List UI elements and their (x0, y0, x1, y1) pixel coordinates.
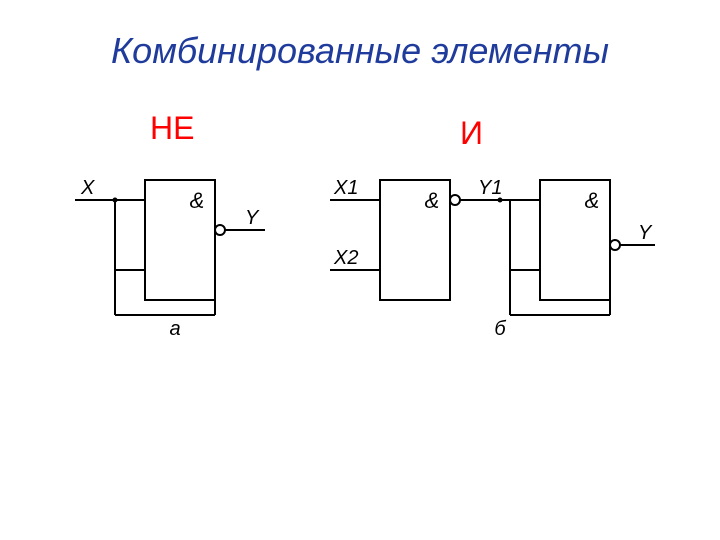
svg-text:&: & (585, 188, 600, 213)
page-title: Комбинированные элементы (0, 30, 720, 72)
svg-text:X2: X2 (333, 247, 358, 269)
svg-text:X: X (80, 177, 95, 199)
heading-and: И (460, 115, 483, 152)
svg-text:Y: Y (638, 222, 653, 244)
svg-text:&: & (190, 188, 205, 213)
diagram-and: & & X1 X2 Y1 Yб (310, 165, 680, 355)
svg-text:б: б (494, 318, 506, 340)
svg-text:&: & (425, 188, 440, 213)
heading-not: НЕ (150, 110, 194, 147)
svg-text:а: а (169, 318, 180, 340)
svg-text:X1: X1 (333, 177, 358, 199)
svg-text:Y: Y (245, 207, 260, 229)
svg-text:Y1: Y1 (478, 177, 502, 199)
diagram-not: & X Yа (55, 165, 295, 355)
